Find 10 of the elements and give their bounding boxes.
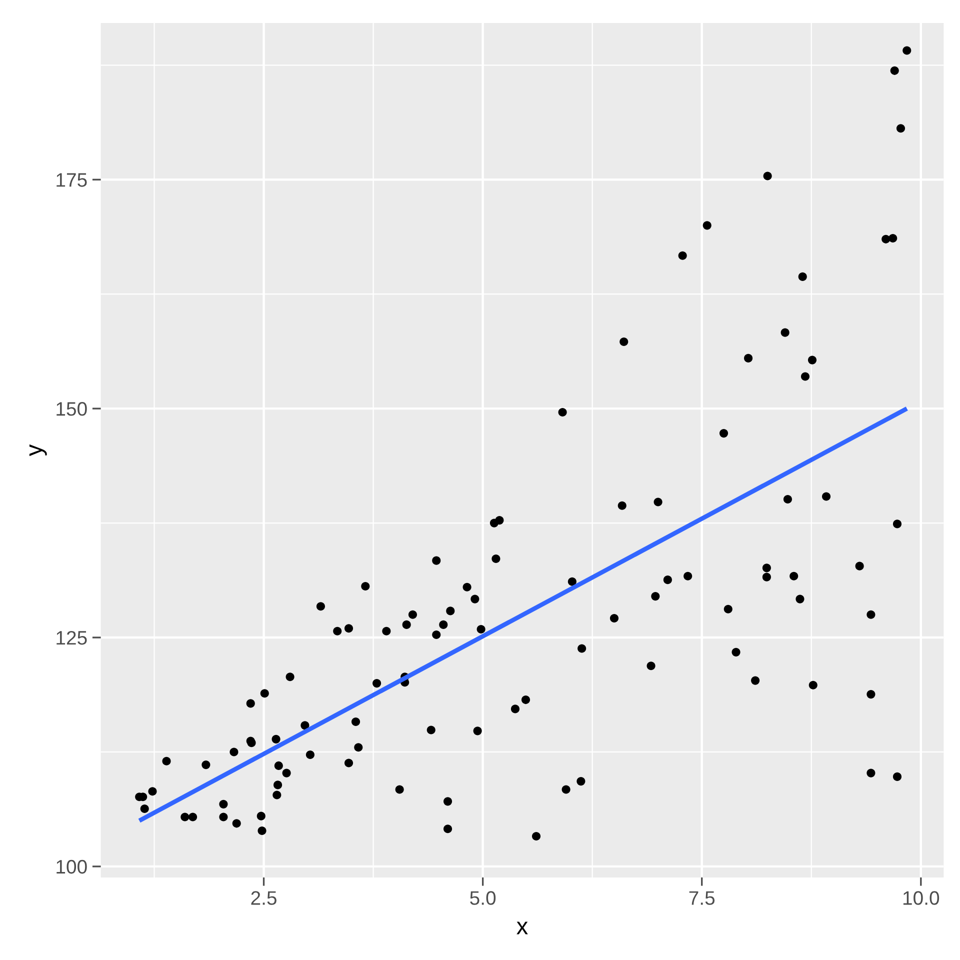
y-tick-label: 150: [56, 402, 87, 416]
x-tick-label: 7.5: [689, 891, 715, 905]
x-tick-label: 2.5: [251, 891, 276, 905]
y-tick-label: 125: [56, 630, 87, 645]
y-axis-title: y: [29, 444, 47, 456]
x-axis-title: x: [516, 922, 528, 934]
y-tick-label: 100: [56, 860, 87, 874]
x-tick-label: 10.0: [903, 891, 940, 905]
y-tick-label: 175: [56, 173, 87, 187]
x-tick-label: 5.0: [470, 891, 496, 905]
